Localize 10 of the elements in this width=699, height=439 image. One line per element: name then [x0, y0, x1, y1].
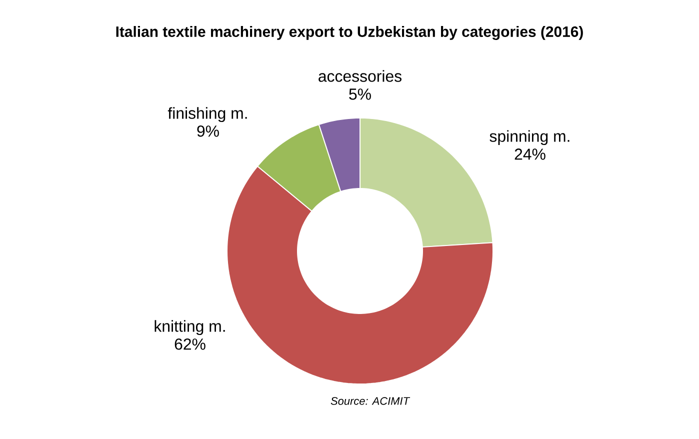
data-label: 62% [174, 338, 206, 350]
slice-label: finishing m. [168, 107, 247, 122]
chart-title: Italian textile machinery export to Uzbekistan by categories (2016) [116, 26, 583, 40]
data-label: 5% [349, 88, 371, 100]
slice-label: spinning m. [490, 130, 570, 146]
data-label: 24% [514, 148, 546, 160]
slice-label: knitting m. [154, 320, 225, 336]
slice-label: accessories [318, 70, 402, 82]
data-label: 9% [197, 126, 219, 137]
source-note: Source: ACIMIT [330, 397, 410, 405]
